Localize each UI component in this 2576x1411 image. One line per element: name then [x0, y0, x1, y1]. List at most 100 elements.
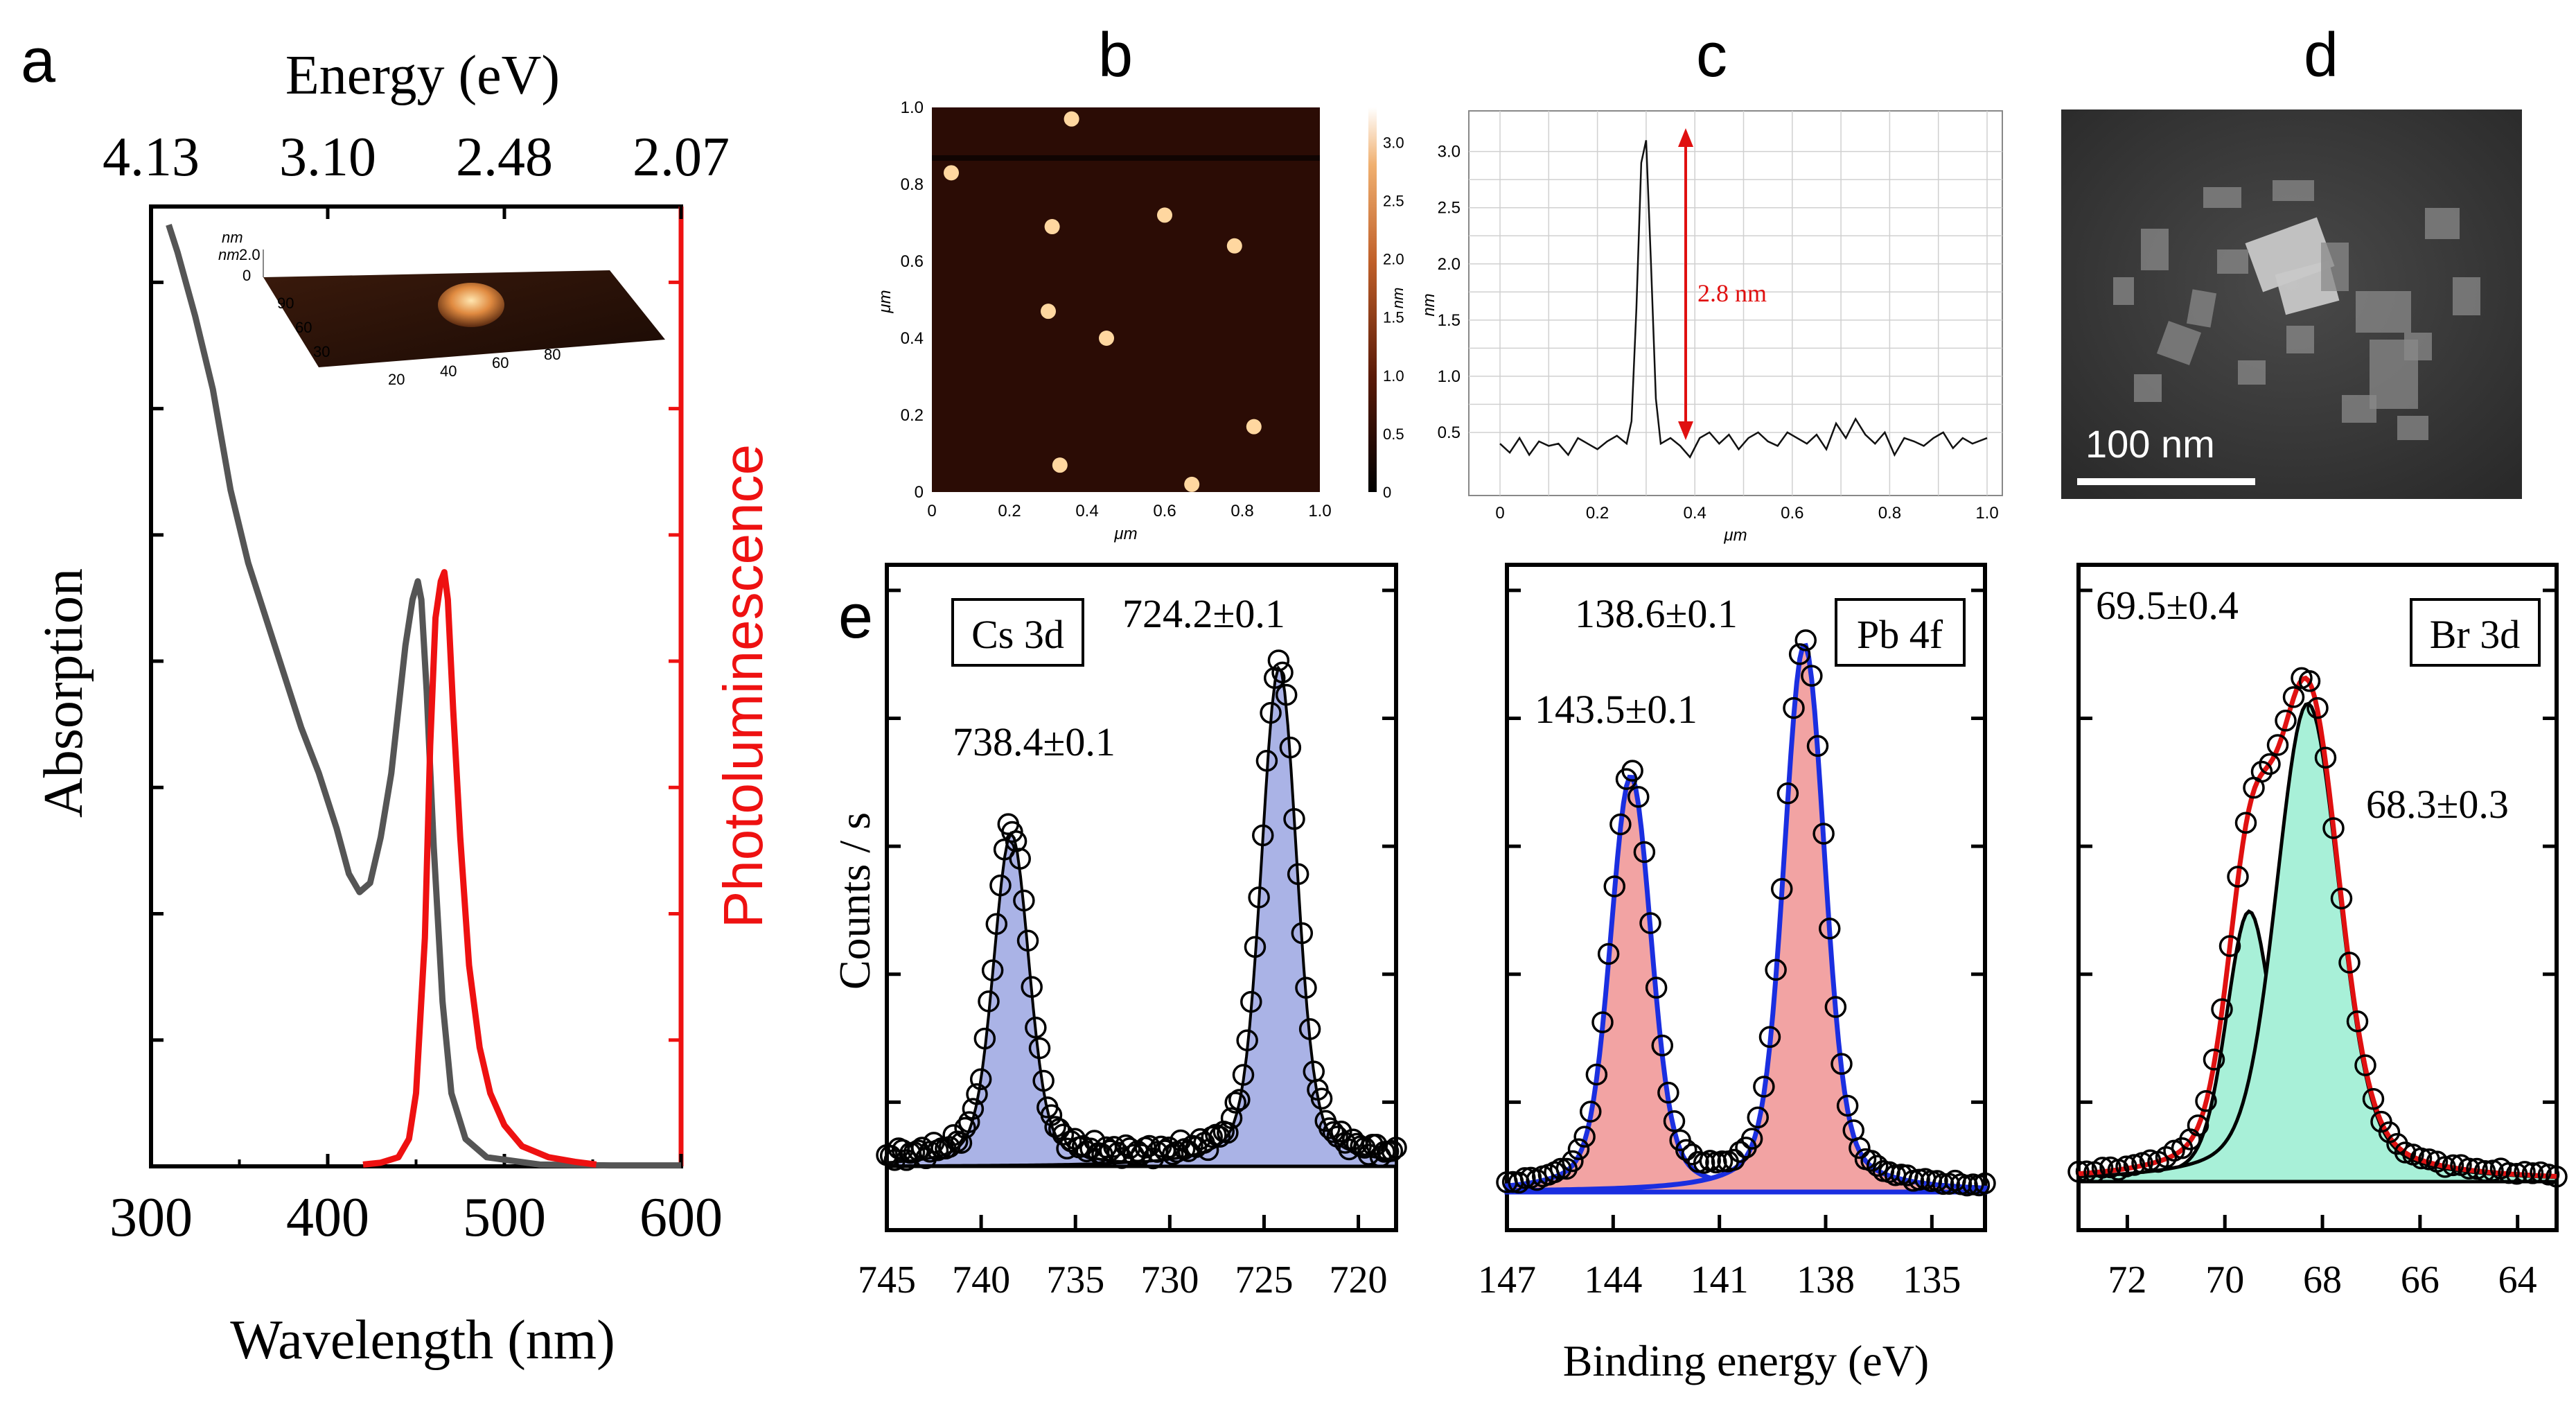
xps-data-point: [2514, 1161, 2536, 1183]
xps-data-point: [1255, 750, 1278, 772]
colorbar-label: nm: [1389, 288, 1406, 309]
xps-data-point: [954, 1116, 976, 1139]
xps-pb4f-title-box: [1835, 598, 1966, 667]
inset-y-tick: 60: [295, 319, 312, 336]
xps-data-point: [2298, 669, 2321, 692]
colorbar-tick-label: 1.0: [1383, 367, 1404, 385]
xps-data-point: [1819, 918, 1841, 940]
panel-b-ytick-label: 0.6: [901, 252, 924, 271]
xps-data-point: [1514, 1167, 1536, 1189]
xps-data-point: [1267, 649, 1290, 672]
xps-data-point: [1867, 1155, 1889, 1177]
xps-data-point: [1310, 1087, 1333, 1110]
xps-data-point: [2115, 1155, 2137, 1177]
tem-nanocrystal: [2356, 291, 2411, 333]
panel-a-x2label: Energy (eV): [285, 45, 560, 106]
tem-nanocrystal: [2113, 277, 2134, 305]
xps-br3d-chart: 72 70 68 66 64 Br 3d 69.5±0.4 68.3±0.3: [2067, 563, 2568, 1302]
xps-data-point: [2259, 753, 2281, 775]
xps-data-point: [1150, 1135, 1172, 1158]
afm-particle: [1044, 219, 1060, 235]
tem-nanocrystal: [2141, 229, 2169, 270]
xps-data-point: [2139, 1149, 2162, 1172]
panel-a-xtick-label: 600: [639, 1187, 723, 1248]
inset-x-tick: 60: [492, 354, 509, 371]
panel-label-e: e: [838, 582, 873, 651]
xps-xtick-label: 745: [858, 1259, 916, 1302]
tem-nanocrystal: [2286, 326, 2314, 353]
xps-data-point: [1303, 1060, 1325, 1083]
scale-bar-label: 100 nm: [2085, 422, 2215, 466]
xps-data-point: [2346, 1010, 2369, 1033]
pl-line: [362, 569, 597, 1168]
xps-data-point: [2537, 1164, 2560, 1186]
xps-data-point: [1228, 1089, 1251, 1111]
xps-xtick-label: 740: [952, 1259, 1010, 1302]
tem-nanocrystal: [2425, 208, 2460, 239]
afm-particle: [1099, 331, 1114, 346]
panel-b-xtick-label: 0.2: [998, 502, 1021, 520]
xps-data-point: [1801, 665, 1823, 687]
xps-data-point: [958, 1111, 980, 1133]
inset-x-tick: 80: [544, 346, 561, 363]
height-annotation: 2.8 nm: [1697, 279, 1767, 307]
xps-data-point: [2218, 935, 2241, 957]
xps-data-point: [1385, 1137, 1407, 1159]
xps-data-point: [1279, 736, 1302, 759]
xps-data-point: [1283, 807, 1305, 830]
inset-x-tick: 40: [440, 362, 457, 380]
xps-data-point: [1052, 1123, 1075, 1146]
xps-data-point: [1232, 1064, 1255, 1086]
xps-data-point: [966, 1083, 988, 1105]
afm-particle: [944, 165, 959, 181]
tem-nanocrystal: [2134, 374, 2162, 402]
xps-data-point: [1028, 1037, 1051, 1060]
xps-cs-peak1-label: 738.4±0.1: [953, 719, 1115, 764]
xps-xtick-label: 68: [2303, 1259, 2342, 1302]
xps-data-point: [2250, 760, 2273, 783]
xps-data-point: [1824, 996, 1847, 1018]
xps-data-point: [1381, 1140, 1404, 1162]
xps-pb-peak2-label: 138.6±0.1: [1575, 591, 1738, 636]
xps-data-point: [1287, 863, 1309, 886]
xps-xtick-label: 720: [1330, 1259, 1388, 1302]
xps-data-point: [1609, 813, 1632, 836]
xps-data-point: [1244, 936, 1267, 958]
xps-data-point: [2067, 1160, 2090, 1183]
xps-data-point: [1585, 1063, 1608, 1086]
xps-pb4f-chart: 147 144 141 138 135 Pb 4f 143.5±0.1 138.6±0.…: [1478, 563, 1996, 1385]
xps-data-point: [2330, 887, 2353, 910]
xps-data-point: [1771, 877, 1793, 900]
inset-y-tick: 30: [313, 343, 330, 360]
xps-data-point: [2505, 1162, 2528, 1185]
xps-data-point: [1657, 1081, 1679, 1104]
afm-particle: [1041, 304, 1056, 319]
afm-particle: [1184, 476, 1200, 492]
xps-data-point: [1260, 701, 1282, 724]
xps-data-point: [962, 1098, 985, 1120]
panel-b-xtick-label: 0.4: [1075, 502, 1098, 520]
tem-nanocrystal: [2203, 187, 2241, 208]
xps-data-point: [2498, 1162, 2520, 1184]
xps-data-point: [1217, 1121, 1239, 1144]
absorption-line: [166, 224, 681, 1169]
xps-data-point: [1001, 821, 1023, 843]
xps-data-point: [1597, 943, 1620, 965]
panel-a-xtick-label: 300: [109, 1187, 193, 1248]
tem-nanocrystal: [2342, 395, 2376, 423]
height-profile-line: [1499, 140, 1988, 459]
xps-data-point: [1009, 848, 1031, 870]
xps-data-point: [993, 838, 1016, 861]
xps-br-peak1-label: 69.5±0.4: [2096, 583, 2239, 628]
tem-nanocrystal: [2453, 277, 2480, 315]
panel-c-xtick-label: 1.0: [1975, 504, 1998, 523]
tem-nanocrystal: [2186, 289, 2217, 328]
xps-data-point: [2187, 1114, 2209, 1137]
panel-c-xtick-label: 0.6: [1781, 504, 1803, 523]
xps-xtick-label: 144: [1584, 1259, 1642, 1302]
xps-data-point: [1013, 889, 1035, 912]
xps-data-point: [2338, 952, 2361, 974]
xps-data-point: [1627, 786, 1650, 808]
panel-c-xtick-label: 0: [1495, 504, 1504, 523]
xps-data-point: [1747, 1106, 1769, 1129]
